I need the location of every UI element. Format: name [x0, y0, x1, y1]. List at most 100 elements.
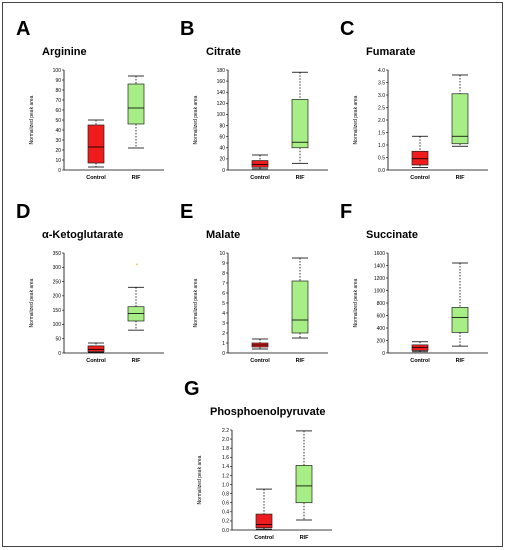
panel-b: B Citrate Normalized peak area 0 20 40 60 80 100… — [180, 18, 328, 181]
box-control — [251, 154, 269, 170]
panel-e: E Malate Normalized peak area 0 1 2 3 4 5 6 7 8 9 10 C… — [180, 201, 328, 364]
y-tick-label: 200 — [377, 338, 386, 344]
y-tick-label: 4.0 — [378, 68, 385, 74]
y-tick-label: 80 — [55, 88, 61, 94]
y-tick-label: 50 — [55, 118, 61, 124]
box-rif — [291, 71, 309, 164]
y-tick-label: 150 — [53, 308, 62, 314]
panel-letter: G — [184, 378, 200, 400]
outlier-point — [136, 263, 138, 266]
figure-frame — [2, 2, 503, 547]
y-tick-label: 0 — [58, 351, 61, 357]
y-tick-label: 1200 — [374, 276, 385, 282]
y-tick-label: 1.8 — [222, 446, 229, 452]
chart-title: Citrate — [206, 46, 241, 58]
y-tick-label: 1.4 — [222, 464, 229, 470]
y-axis-label: Normalized peak area — [353, 95, 359, 144]
y-tick-label: 0 — [222, 351, 225, 357]
y-tick-label: 1.5 — [378, 130, 385, 136]
box-rif — [451, 262, 469, 347]
x-tick-label: Control — [86, 358, 106, 364]
y-tick-label: 2 — [222, 331, 225, 337]
y-tick-label: 0.5 — [378, 155, 385, 161]
y-tick-label: 1.2 — [222, 473, 229, 479]
y-tick-label: 100 — [53, 322, 62, 328]
y-tick-label: 350 — [53, 251, 62, 257]
x-tick-label: Control — [86, 175, 106, 181]
box-control — [255, 488, 273, 530]
chart-title: Phosphoenolpyruvate — [210, 406, 326, 418]
y-tick-label: 30 — [55, 138, 61, 144]
y-tick-label: 6 — [222, 291, 225, 297]
y-tick-label: 2.2 — [222, 428, 229, 434]
x-tick-label: RIF — [132, 358, 142, 364]
iqr-box — [291, 280, 309, 334]
y-tick-label: 1400 — [374, 263, 385, 269]
y-tick-label: 1.0 — [222, 482, 229, 488]
iqr-box — [127, 83, 145, 125]
y-axis-label: Normalized peak area — [197, 455, 203, 504]
y-tick-label: 0.8 — [222, 491, 229, 497]
panel-letter: E — [180, 201, 193, 223]
x-tick-label: RIF — [296, 175, 306, 181]
y-tick-label: 70 — [55, 98, 61, 104]
y-tick-label: 120 — [217, 101, 226, 107]
y-tick-label: 3.5 — [378, 80, 385, 86]
y-tick-label: 2.5 — [378, 105, 385, 111]
y-tick-label: 4 — [222, 311, 225, 317]
x-tick-label: RIF — [456, 175, 466, 181]
box-rif — [291, 257, 309, 339]
x-tick-label: RIF — [300, 535, 310, 541]
panel-letter: D — [16, 201, 30, 223]
y-axis-label: Normalized peak area — [29, 95, 35, 144]
box-control — [87, 342, 105, 353]
y-tick-label: 0 — [382, 351, 385, 357]
x-tick-label: Control — [254, 535, 274, 541]
y-tick-label: 3 — [222, 321, 225, 327]
panel-letter: B — [180, 18, 194, 40]
panel-letter: F — [340, 201, 352, 223]
y-tick-label: 60 — [55, 108, 61, 114]
y-tick-label: 300 — [53, 265, 62, 271]
x-tick-label: Control — [250, 175, 270, 181]
y-tick-label: 250 — [53, 279, 62, 285]
y-tick-label: 200 — [53, 294, 62, 300]
box-rif — [127, 75, 145, 149]
y-tick-label: 180 — [217, 68, 226, 74]
panel-f: F Succinate Normalized peak area 0 200 400 600… — [340, 201, 488, 364]
y-tick-label: 5 — [222, 301, 225, 307]
y-tick-label: 9 — [222, 261, 225, 267]
y-tick-label: 0.0 — [378, 168, 385, 174]
iqr-box — [255, 513, 273, 529]
iqr-box — [87, 345, 105, 352]
x-tick-label: Control — [410, 358, 430, 364]
panel-c: C Fumarate Normalized peak area 0.0 0.5 1.0 1.… — [340, 18, 488, 181]
y-tick-label: 2.0 — [378, 118, 385, 124]
x-tick-label: Control — [410, 175, 430, 181]
y-tick-label: 1 — [222, 341, 225, 347]
y-tick-label: 0.2 — [222, 519, 229, 525]
panel-letter: C — [340, 18, 354, 40]
panel-letter: A — [16, 18, 30, 40]
y-tick-label: 1000 — [374, 288, 385, 294]
y-tick-label: 40 — [55, 128, 61, 134]
y-tick-label: 160 — [217, 79, 226, 85]
box-control — [411, 135, 429, 168]
iqr-box — [291, 99, 309, 149]
iqr-box — [451, 307, 469, 333]
y-axis-label: Normalized peak area — [29, 278, 35, 327]
x-tick-label: RIF — [456, 358, 466, 364]
chart-title: Arginine — [42, 46, 87, 58]
chart-title: Malate — [206, 229, 240, 241]
panel-d: Dα-Ketoglutarate Normalized peak area 0 50 1… — [16, 201, 164, 364]
y-tick-label: 10 — [219, 251, 225, 257]
box-rif — [127, 286, 145, 331]
iqr-box — [87, 124, 105, 164]
iqr-box — [295, 465, 313, 504]
x-tick-label: RIF — [132, 175, 142, 181]
iqr-box — [451, 93, 469, 145]
iqr-box — [411, 150, 429, 166]
box-rif — [295, 430, 313, 521]
y-tick-label: 0 — [222, 168, 225, 174]
y-tick-label: 20 — [55, 148, 61, 154]
